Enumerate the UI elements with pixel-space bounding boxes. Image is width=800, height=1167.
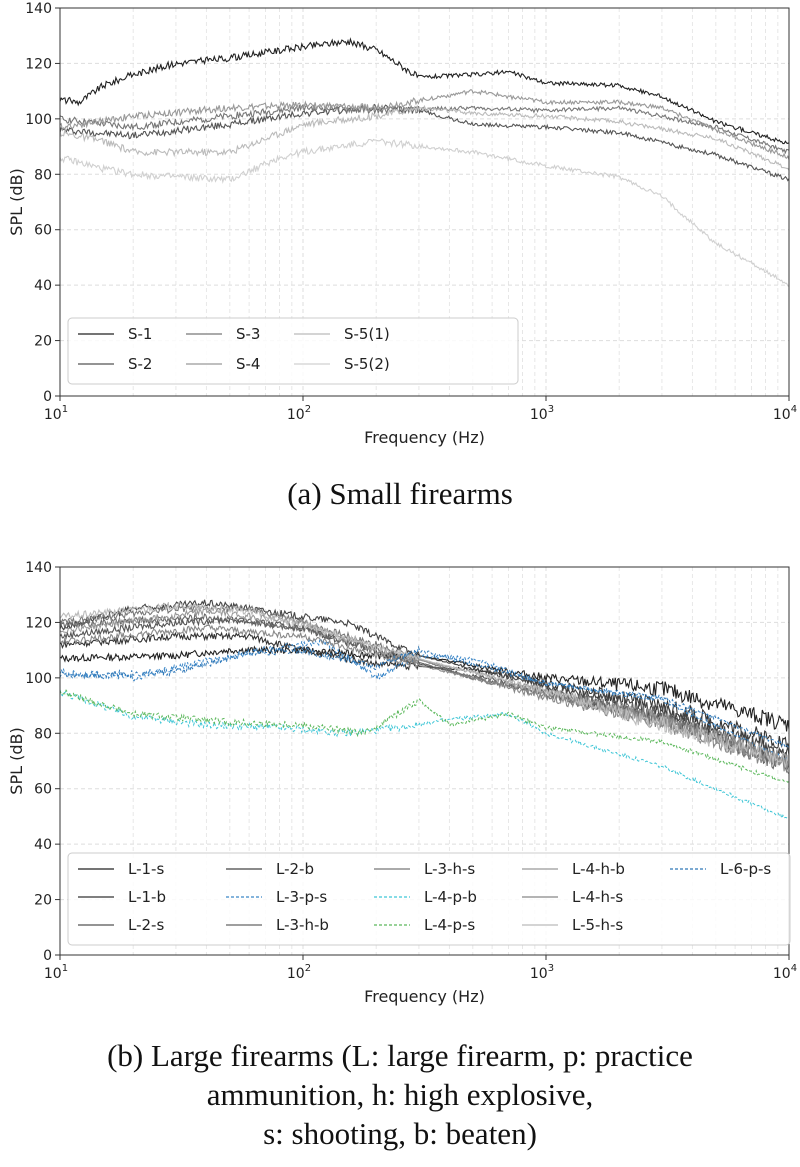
legend-label: S-4 — [236, 355, 260, 373]
y-tick-label: 140 — [25, 560, 52, 576]
legend-label: S-5(2) — [344, 355, 390, 373]
x-tick-label: 101 — [44, 963, 68, 982]
y-axis-label: SPL (dB) — [7, 168, 26, 235]
legend-label: S-3 — [236, 325, 260, 343]
legend-label: L-1-b — [128, 888, 166, 906]
series-line-L-4-h-s — [59, 624, 790, 775]
y-tick-label: 80 — [34, 167, 52, 183]
y-tick-label: 100 — [25, 671, 52, 687]
y-tick-label: 140 — [25, 1, 52, 17]
series-line-L-6-p-s — [59, 645, 790, 749]
series-line-S-5(1) — [59, 104, 790, 171]
series-line-L-5-h-s — [59, 601, 790, 768]
y-tick-label: 60 — [34, 782, 52, 798]
x-tick-label: 104 — [773, 404, 797, 423]
y-tick-label: 40 — [34, 837, 52, 853]
y-tick-label: 20 — [34, 893, 52, 909]
x-tick-label: 104 — [773, 963, 797, 982]
series-line-L-3-h-b — [59, 612, 790, 774]
legend-label: L-5-h-s — [572, 916, 623, 934]
x-tick-label: 103 — [530, 963, 554, 982]
series-line-L-4-p-b — [59, 689, 790, 820]
legend-label: L-4-p-s — [424, 916, 475, 934]
plot-frame — [59, 7, 790, 397]
caption-line-2: ammunition, h: high explosive, — [206, 1077, 594, 1112]
x-axis-label: Frequency (Hz) — [364, 987, 485, 1006]
series-line-L-2-b — [59, 599, 790, 762]
series-line-L-4-p-s — [59, 689, 790, 783]
legend-label: L-2-b — [276, 860, 314, 878]
y-tick-label: 40 — [34, 278, 52, 294]
caption-line-1: (b) Large firearms (L: large firearm, p:… — [107, 1038, 693, 1073]
legend-label: L-3-h-b — [276, 916, 329, 934]
x-tick-label: 101 — [44, 404, 68, 423]
legend-label: S-1 — [128, 325, 152, 343]
series-line-L-4-h-b — [59, 607, 790, 769]
y-tick-label: 80 — [34, 726, 52, 742]
y-tick-label: 0 — [43, 948, 52, 964]
y-tick-label: 100 — [25, 112, 52, 128]
y-tick-label: 0 — [43, 389, 52, 405]
legend-label: L-6-p-s — [720, 860, 771, 878]
series-line-S-5(2) — [59, 138, 790, 287]
y-axis-label: SPL (dB) — [7, 727, 26, 794]
x-tick-label: 103 — [530, 404, 554, 423]
series-line-S-4 — [59, 89, 790, 160]
legend-label: L-3-h-s — [424, 860, 475, 878]
legend-box — [67, 852, 791, 946]
legend-label: L-4-h-s — [572, 888, 623, 906]
y-tick-label: 120 — [25, 56, 52, 72]
legend-label: S-5(1) — [344, 325, 390, 343]
legend-label: L-4-p-b — [424, 888, 477, 906]
y-tick-label: 120 — [25, 615, 52, 631]
y-tick-label: 60 — [34, 223, 52, 239]
x-tick-label: 102 — [287, 404, 311, 423]
series-line-S-3 — [59, 103, 790, 155]
legend-label: S-2 — [128, 355, 152, 373]
chart-small-firearms: 0 20 40 60 80 100 120 140 101 102 103 104 Frequency … — [7, 1, 797, 447]
series-line-L-3-h-s — [59, 603, 790, 767]
caption-large-firearms: (b) Large firearms (L: large firearm, p:… — [0, 1036, 800, 1153]
caption-line-3: s: shooting, b: beaten) — [263, 1116, 537, 1151]
plot-frame — [59, 566, 790, 956]
legend-label: L-3-p-s — [276, 888, 327, 906]
legend-label: L-2-s — [128, 916, 164, 934]
legend-box — [67, 317, 519, 385]
x-axis-label: Frequency (Hz) — [364, 428, 485, 447]
legend-label: L-4-h-b — [572, 860, 625, 878]
x-tick-label: 102 — [287, 963, 311, 982]
series-line-L-2-s — [59, 615, 790, 768]
caption-small-firearms: (a) Small firearms — [287, 476, 513, 511]
y-tick-label: 20 — [34, 334, 52, 350]
chart-large-firearms: 0 20 40 60 80 100 120 140 101 102 103 104 Frequency … — [7, 560, 797, 1006]
legend-label: L-1-s — [128, 860, 164, 878]
series-line-S-1 — [59, 37, 790, 145]
